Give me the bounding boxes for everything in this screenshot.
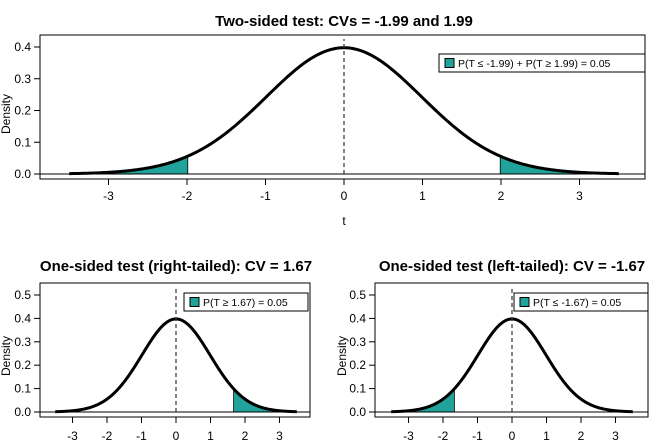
x-tick-label: 2 xyxy=(498,189,505,203)
legend-swatch xyxy=(519,297,530,307)
y-tick-label: 0.2 xyxy=(14,104,31,118)
legend: P(T ≤ -1.67) = 0.05 xyxy=(513,292,649,312)
legend-label: P(T ≤ -1.67) = 0.05 xyxy=(533,297,621,309)
x-tick-label: -2 xyxy=(182,189,193,203)
legend: P(T ≤ -1.99) + P(T ≥ 1.99) = 0.05 xyxy=(438,53,646,73)
x-axis-label: t xyxy=(342,214,346,228)
panel-1-two-sided: 0.0 0.1 0.2 0.3 0.4 -3 -2 -1 0 1 2 3 t Density P(T ≤ -… xyxy=(0,34,646,228)
y-tick-label: 0.0 xyxy=(349,405,366,419)
y-axis-label: Density xyxy=(335,336,349,376)
y-tick-label: 0.0 xyxy=(14,167,31,181)
legend-box xyxy=(438,53,646,73)
y-tick-label: 0.5 xyxy=(349,288,366,302)
panel-3-left-tailed: 0.0 0.1 0.2 0.3 0.4 0.5 -3 -2 -1 0 1 2 3 Density P(T ≤… xyxy=(335,282,649,443)
legend-swatch xyxy=(189,297,200,307)
y-tick-label: 0.1 xyxy=(14,382,31,396)
y-tick-label: 0.3 xyxy=(14,72,31,86)
legend-label: P(T ≥ 1.67) = 0.05 xyxy=(203,297,288,309)
legend-swatch xyxy=(444,58,455,68)
x-tick-label: 0 xyxy=(509,429,516,443)
x-tick-label: -2 xyxy=(438,429,449,443)
x-tick-label: -3 xyxy=(103,189,114,203)
legend-box xyxy=(513,292,649,312)
y-tick-label: 0.3 xyxy=(349,335,366,349)
x-tick-label: 2 xyxy=(578,429,585,443)
x-tick-label: 1 xyxy=(543,429,550,443)
y-tick-label: 0.0 xyxy=(14,405,31,419)
y-tick-label: 0.2 xyxy=(14,358,31,372)
plot-frame xyxy=(39,282,311,418)
y-tick-label: 0.2 xyxy=(349,358,366,372)
panel-1-title: Two-sided test: CVs = -1.99 and 1.99 xyxy=(215,13,473,30)
y-axis-label: Density xyxy=(0,336,13,376)
panel-2-title: One-sided test (right-tailed): CV = 1.67 xyxy=(40,258,312,275)
x-tick-label: 0 xyxy=(173,429,180,443)
y-tick-label: 0.1 xyxy=(349,382,366,396)
x-tick-label: 1 xyxy=(419,189,426,203)
x-tick-label: -3 xyxy=(67,429,78,443)
x-tick-label: -1 xyxy=(472,429,483,443)
y-axis-label: Density xyxy=(0,94,13,134)
legend-label: P(T ≤ -1.99) + P(T ≥ 1.99) = 0.05 xyxy=(458,58,611,70)
y-tick-label: 0.1 xyxy=(14,135,31,149)
x-tick-label: 3 xyxy=(576,189,583,203)
y-tick-label: 0.3 xyxy=(14,335,31,349)
x-tick-label: -3 xyxy=(403,429,414,443)
x-tick-label: 3 xyxy=(276,429,283,443)
y-tick-label: 0.4 xyxy=(349,311,366,325)
plot-frame xyxy=(39,34,646,180)
x-tick-label: -1 xyxy=(260,189,271,203)
legend: P(T ≥ 1.67) = 0.05 xyxy=(183,292,309,312)
x-tick-label: -2 xyxy=(102,429,113,443)
x-tick-label: 3 xyxy=(612,429,619,443)
legend-box xyxy=(183,292,309,312)
y-tick-label: 0.4 xyxy=(14,40,31,54)
y-tick-label: 0.4 xyxy=(14,311,31,325)
x-tick-label: 2 xyxy=(242,429,249,443)
panel-3-title: One-sided test (left-tailed): CV = -1.67 xyxy=(379,258,645,275)
x-tick-label: -1 xyxy=(136,429,147,443)
y-tick-label: 0.5 xyxy=(14,288,31,302)
x-tick-label: 1 xyxy=(207,429,214,443)
x-tick-label: 0 xyxy=(341,189,348,203)
panel-2-right-tailed: 0.0 0.1 0.2 0.3 0.4 0.5 -3 -2 -1 0 1 2 3 Density P(T ≥… xyxy=(0,282,311,443)
